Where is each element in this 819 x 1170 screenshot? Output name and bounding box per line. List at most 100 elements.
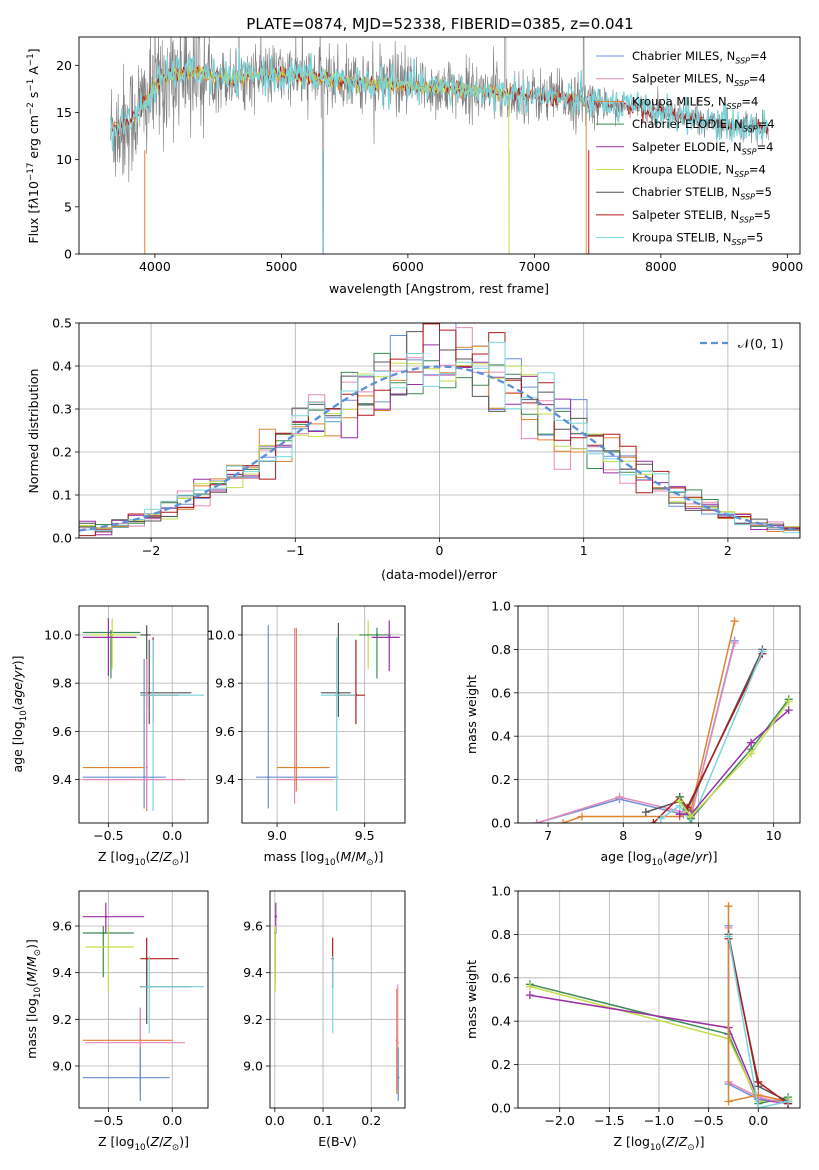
grid — [518, 890, 800, 1109]
y-tick-label: 0.6 — [491, 685, 511, 700]
x-tick-label: 6000 — [392, 259, 424, 274]
x-tick-label: −1.0 — [644, 1113, 674, 1128]
weight-marker-ks — [656, 814, 665, 823]
y-axis-label: age [log10(age/yr)] — [10, 655, 29, 772]
mass-weight-vs-metallicity-panel: −2.0 −1.5 −1.0 −0.5 0.0 0.0 0.2 0.4 0.6 0.8 1.0 Z [… — [464, 884, 801, 1153]
y-tick-label: 9.2 — [52, 1012, 72, 1027]
x-tick-label: 0.1 — [313, 1113, 333, 1128]
weight-marker-sm — [730, 638, 739, 647]
weight-marker-se — [784, 706, 793, 715]
model-spectrum-ks — [110, 47, 769, 152]
y-tick-label: 9.6 — [52, 919, 72, 934]
plot-area — [110, 37, 769, 254]
point-cm — [397, 1076, 400, 1079]
weight-marker-ks — [754, 1104, 763, 1108]
x-tick-label: 0.0 — [265, 1113, 285, 1128]
weight-line-ks — [727, 936, 789, 1108]
y-tick-label: 0.4 — [491, 1014, 511, 1029]
x-tick-label: 2 — [724, 543, 732, 558]
point-se — [107, 636, 110, 639]
weight-marker-se — [525, 991, 534, 1000]
x-tick-label: 0.0 — [162, 1113, 182, 1128]
y-tick-label: 9.8 — [215, 676, 235, 691]
x-tick-label: 9.5 — [355, 828, 375, 843]
point-cs — [148, 691, 151, 694]
x-tick-label: 0.0 — [162, 828, 182, 843]
y-tick-label: 10.0 — [44, 627, 72, 642]
grid — [79, 606, 208, 823]
y-axis-label: mass weight — [464, 675, 479, 754]
weight-marker-km — [577, 812, 586, 821]
legend: 𝒩(0, 1) — [700, 336, 784, 351]
y-axis-label: mass weight — [464, 960, 479, 1039]
point-cm — [139, 1076, 142, 1079]
y-tick-label: 0 — [64, 247, 72, 262]
x-axis-label: (data-model)/error — [381, 567, 498, 582]
x-tick-label: −2 — [142, 543, 160, 558]
y-tick-label: 20 — [56, 58, 72, 73]
y-tick-label: 0.4 — [52, 359, 72, 374]
x-tick-label: 9 — [695, 828, 703, 843]
axes-frame — [517, 605, 801, 824]
y-tick-label: 1.0 — [491, 599, 511, 614]
point-sm — [145, 778, 148, 781]
mass-weight-vs-age-panel: 7 8 9 10 0.0 0.2 0.4 0.6 0.8 1.0 age [log10(age/yr… — [464, 599, 801, 868]
weight-marker-se — [747, 738, 756, 747]
weight-marker-sm — [532, 819, 541, 823]
legend-label-ks: Kroupa STELIB, NSSP=5 — [632, 231, 763, 247]
x-tick-label: 9.0 — [267, 828, 287, 843]
x-axis-label: age [log10(age/yr)] — [600, 849, 717, 868]
histogram-ss — [79, 323, 800, 538]
y-tick-label: 9.2 — [243, 1012, 263, 1027]
point-ks — [335, 694, 338, 697]
y-tick-label: 0.3 — [52, 402, 72, 417]
point-se — [388, 636, 391, 639]
ticks: −0.5 0.0 9.0 9.2 9.4 9.6 — [52, 919, 182, 1129]
y-tick-label: 15 — [56, 105, 72, 120]
y-tick-label: 10.0 — [207, 627, 235, 642]
weight-marker-sm — [615, 792, 624, 801]
legend-label-ce: Chabrier ELODIE, NSSP=4 — [632, 117, 775, 133]
y-tick-label: 9.6 — [52, 724, 72, 739]
y-tick-label: 0.2 — [491, 1057, 511, 1072]
x-tick-label: 0.0 — [748, 1113, 768, 1128]
legend-label-se: Salpeter ELODIE, NSSP=4 — [632, 140, 773, 156]
observed-spectrum — [110, 37, 769, 254]
legend-label-sm: Salpeter MILES, NSSP=4 — [632, 72, 766, 88]
weight-marker-ks — [758, 647, 767, 656]
weight-line-ce — [679, 698, 790, 821]
axes-frame — [241, 605, 406, 824]
mass-vs-metallicity-panel: −0.5 0.0 9.0 9.2 9.4 9.6 Z [log10(Z/Z⊙)] mass [… — [24, 890, 209, 1153]
y-axis-label: Normed distribution — [26, 369, 41, 494]
y-tick-label: 9.0 — [52, 1059, 72, 1074]
mass-vs-ebv-panel: 0.0 0.1 0.2 9.0 9.2 9.4 9.6 E(B-V) — [243, 890, 406, 1149]
point-ke — [107, 945, 110, 949]
legend-label-ke: Kroupa ELODIE, NSSP=4 — [632, 163, 766, 179]
ticks: 9.0 9.5 9.4 9.6 9.8 10.0 — [207, 627, 374, 843]
axes-frame — [78, 890, 209, 1109]
axes-frame — [78, 605, 209, 824]
x-tick-label: 0 — [436, 543, 444, 558]
y-tick-label: 0.6 — [491, 970, 511, 985]
grid — [518, 605, 800, 824]
weight-line-se — [529, 994, 789, 1105]
weight-marker-ks — [724, 932, 733, 941]
weight-marker-km — [724, 1097, 733, 1106]
weight-marker-ke — [784, 697, 793, 706]
y-tick-label: 0.0 — [491, 816, 511, 831]
x-tick-label: −1.5 — [594, 1113, 624, 1128]
x-tick-label: 0.2 — [361, 1113, 381, 1128]
legend: Chabrier MILES, NSSP=4 Salpeter MILES, NS… — [596, 49, 775, 247]
x-tick-label: 10 — [766, 828, 782, 843]
y-tick-label: 0.8 — [491, 927, 511, 942]
plot-area — [256, 620, 400, 811]
y-tick-label: 9.8 — [52, 676, 72, 691]
point-cm — [267, 775, 270, 779]
y-tick-label: 5 — [64, 199, 72, 214]
weight-line-cm — [536, 640, 736, 823]
point-ke — [111, 633, 114, 637]
y-tick-label: 0.5 — [52, 316, 72, 331]
x-tick-label: 4000 — [139, 259, 171, 274]
y-tick-label: 9.4 — [215, 772, 235, 787]
axes-frame — [269, 890, 406, 1109]
